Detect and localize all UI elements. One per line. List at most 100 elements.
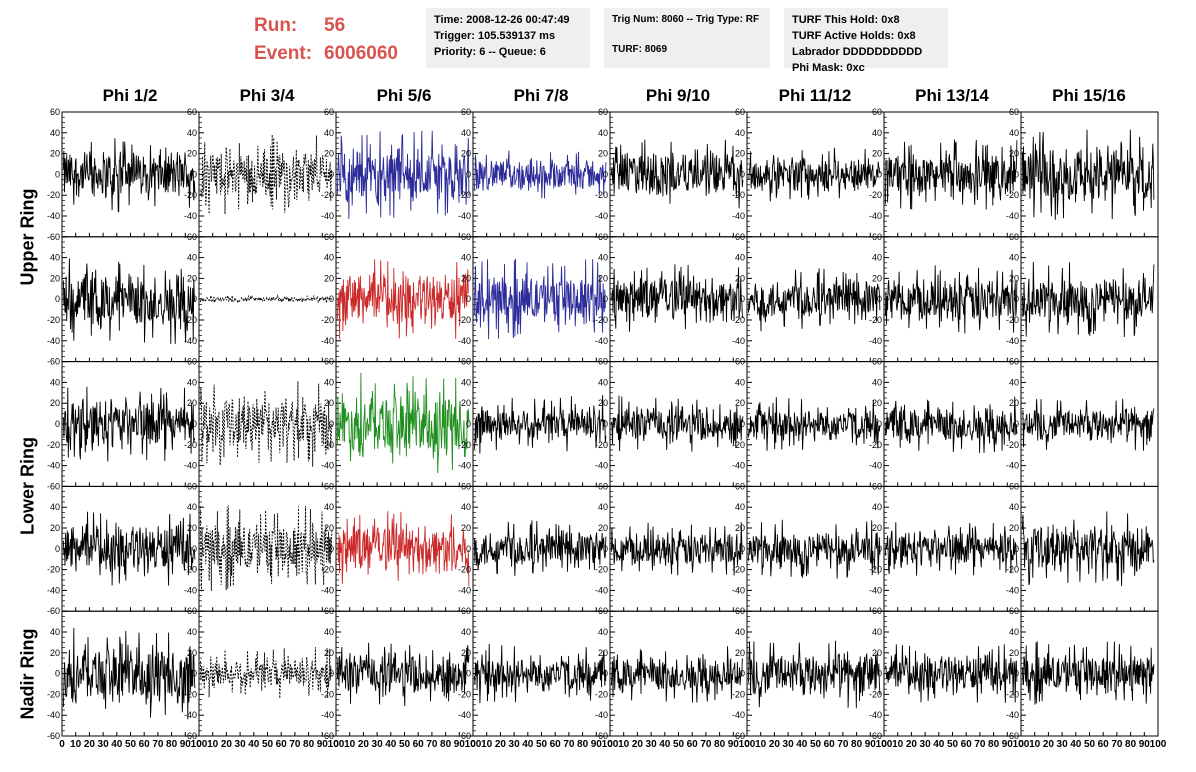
x-tick-label: 0 [607, 739, 613, 750]
y-tick-label: -40 [321, 211, 334, 221]
y-tick-label: -40 [869, 336, 882, 346]
y-tick-label: 60 [872, 107, 882, 117]
y-tick-label: 40 [461, 502, 471, 512]
event-label: Event: [254, 43, 313, 64]
x-tick-label: 50 [399, 739, 411, 750]
x-tick-label: 20 [495, 739, 507, 750]
y-tick-label: 20 [461, 273, 471, 283]
y-tick-label: 40 [324, 253, 334, 263]
x-tick-label: 90 [317, 739, 329, 750]
y-tick-label: 20 [50, 273, 60, 283]
x-tick-label: 40 [385, 739, 397, 750]
y-tick-label: 40 [50, 502, 60, 512]
y-tick-label: 0 [192, 169, 197, 179]
y-tick-label: 0 [877, 544, 882, 554]
waveform-line [1021, 129, 1155, 220]
x-tick-label: 60 [1098, 739, 1110, 750]
trigger-text: Trigger: 105.539137 ms [434, 30, 556, 42]
y-tick-label: 0 [192, 544, 197, 554]
y-tick-label: -20 [458, 689, 471, 699]
waveform-line [473, 395, 607, 454]
y-tick-label: 0 [603, 169, 608, 179]
x-tick-label: 30 [920, 739, 932, 750]
y-tick-label: -20 [732, 440, 745, 450]
y-tick-label: -20 [1006, 190, 1019, 200]
y-tick-label: -40 [47, 461, 60, 471]
waveform-line [62, 386, 196, 462]
y-tick-label: -40 [321, 461, 334, 471]
y-tick-label: -20 [458, 190, 471, 200]
x-tick-label: 20 [906, 739, 918, 750]
y-tick-label: 40 [461, 377, 471, 387]
y-tick-label: -40 [732, 211, 745, 221]
y-tick-label: -20 [458, 315, 471, 325]
x-tick-label: 20 [632, 739, 644, 750]
x-tick-label: 30 [372, 739, 384, 750]
y-tick-label: 0 [877, 294, 882, 304]
x-tick-label: 10 [481, 739, 493, 750]
waveform-line [336, 372, 470, 474]
y-tick-label: -40 [184, 461, 197, 471]
waveform-line [1021, 261, 1155, 338]
y-tick-label: -40 [47, 336, 60, 346]
x-tick-label: 90 [1139, 739, 1151, 750]
y-tick-label: 60 [187, 107, 197, 117]
y-tick-label: -60 [458, 731, 471, 741]
y-tick-label: 20 [324, 648, 334, 658]
x-tick-label: 40 [522, 739, 534, 750]
y-tick-label: 0 [740, 294, 745, 304]
y-tick-label: -40 [595, 211, 608, 221]
y-tick-label: -60 [47, 606, 60, 616]
y-tick-label: 40 [1009, 627, 1019, 637]
column-label: Phi 5/6 [376, 86, 432, 105]
x-tick-label: 100 [328, 739, 345, 750]
x-tick-label: 50 [262, 739, 274, 750]
x-tick-label: 60 [550, 739, 562, 750]
y-tick-label: -20 [184, 190, 197, 200]
y-tick-label: -40 [869, 461, 882, 471]
y-tick-label: 40 [598, 627, 608, 637]
x-tick-label: 100 [739, 739, 756, 750]
y-tick-label: 20 [735, 648, 745, 658]
y-tick-label: 40 [461, 128, 471, 138]
y-tick-label: 0 [466, 294, 471, 304]
y-tick-label: 0 [192, 669, 197, 679]
y-tick-label: 20 [50, 523, 60, 533]
y-tick-label: 20 [735, 398, 745, 408]
x-tick-label: 60 [961, 739, 973, 750]
x-tick-label: 80 [303, 739, 315, 750]
y-tick-label: 0 [877, 419, 882, 429]
column-label: Phi 1/2 [102, 86, 158, 105]
y-tick-label: -40 [869, 211, 882, 221]
trig-num-text: Trig Num: 8060 -- Trig Type: RF [612, 14, 760, 25]
y-tick-label: 20 [1009, 648, 1019, 658]
column-label: Phi 11/12 [778, 86, 852, 105]
waveform-line [884, 265, 1018, 334]
y-tick-label: 0 [603, 294, 608, 304]
x-tick-label: 60 [687, 739, 699, 750]
y-tick-label: -60 [732, 731, 745, 741]
y-tick-label: 40 [187, 377, 197, 387]
run-value: 56 [324, 15, 346, 36]
x-tick-label: 50 [673, 739, 685, 750]
y-tick-label: -20 [732, 689, 745, 699]
y-tick-label: -20 [321, 315, 334, 325]
y-tick-label: -40 [184, 710, 197, 720]
column-label: Phi 13/14 [915, 86, 989, 105]
y-tick-label: -20 [1006, 315, 1019, 325]
waveform-line [473, 643, 607, 704]
x-tick-label: 10 [755, 739, 767, 750]
y-tick-label: 0 [740, 544, 745, 554]
event-value: 6006060 [324, 43, 398, 64]
waveform-line [62, 511, 196, 586]
waveform-line [610, 139, 744, 209]
y-tick-label: 40 [1009, 377, 1019, 387]
y-tick-label: -40 [321, 336, 334, 346]
y-tick-label: -20 [184, 315, 197, 325]
waveform-line [199, 294, 333, 304]
x-tick-label: 0 [59, 739, 65, 750]
waveform-line [473, 520, 607, 576]
x-tick-label: 60 [139, 739, 151, 750]
y-tick-label: 0 [329, 419, 334, 429]
y-tick-label: 0 [603, 544, 608, 554]
